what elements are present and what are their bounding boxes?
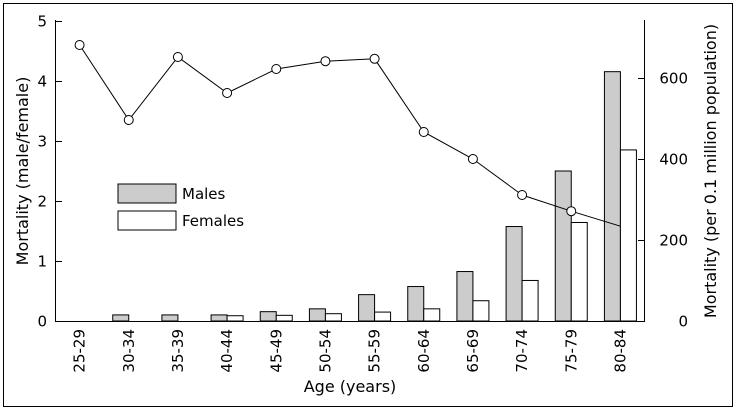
ratio-point bbox=[517, 190, 528, 200]
legend-swatch-females bbox=[117, 210, 177, 231]
legend-label-males: Males bbox=[182, 185, 226, 203]
bar-males bbox=[112, 314, 130, 322]
x-tick-label: 25-29 bbox=[71, 329, 89, 373]
bar-males bbox=[407, 286, 425, 322]
bar-females bbox=[275, 314, 293, 322]
ratio-point bbox=[222, 88, 233, 98]
legend-label-females: Females bbox=[182, 212, 244, 230]
bar-females bbox=[324, 313, 342, 322]
bar-males bbox=[554, 170, 572, 322]
x-tick-label: 45-49 bbox=[267, 329, 285, 373]
ratio-point bbox=[271, 64, 282, 74]
ratio-line bbox=[79, 44, 621, 227]
right-tick-label: 600 bbox=[659, 70, 688, 88]
legend: Males Females bbox=[117, 183, 244, 231]
ratio-series bbox=[74, 40, 621, 227]
right-tick-label: 0 bbox=[678, 313, 688, 331]
ratio-point bbox=[369, 53, 380, 64]
x-tick-label: 75-79 bbox=[562, 329, 580, 373]
left-tick-label: 2 bbox=[37, 193, 47, 211]
left-tick-label: 1 bbox=[37, 253, 47, 271]
bar-females bbox=[570, 221, 588, 322]
plot-axes bbox=[55, 20, 645, 322]
left-tick-label: 5 bbox=[37, 13, 47, 31]
bar-females bbox=[226, 315, 244, 322]
left-axis-title: Mortality (male/female) bbox=[13, 77, 32, 266]
ratio-point bbox=[467, 154, 478, 164]
x-tick-label: 55-59 bbox=[366, 329, 384, 373]
bar-females bbox=[619, 149, 637, 322]
right-tick-label: 400 bbox=[659, 151, 688, 169]
x-axis-title: Age (years) bbox=[304, 377, 397, 396]
left-tick-label: 3 bbox=[37, 133, 47, 151]
right-tick-label: 200 bbox=[659, 232, 688, 250]
bar-males bbox=[505, 226, 523, 322]
bar-males bbox=[308, 308, 326, 322]
bar-males bbox=[456, 271, 474, 322]
bar-males bbox=[210, 314, 228, 322]
right-axis-ticks: 0 200 400 600 bbox=[638, 70, 688, 331]
bar-males bbox=[603, 71, 621, 322]
bar-males bbox=[259, 311, 277, 322]
x-tick-label: 65-69 bbox=[464, 329, 482, 373]
left-tick-label: 4 bbox=[37, 73, 47, 91]
bar-females bbox=[521, 279, 539, 322]
bar-females bbox=[374, 311, 392, 322]
bar-males bbox=[358, 294, 376, 322]
ratio-point bbox=[320, 56, 331, 67]
bar-females bbox=[472, 300, 490, 322]
ratio-point bbox=[74, 40, 85, 50]
x-tick-label: 70-74 bbox=[513, 329, 531, 373]
x-tick-label: 50-54 bbox=[316, 329, 334, 373]
bar-series bbox=[112, 71, 637, 322]
left-axis-ticks: 0 1 2 3 4 5 bbox=[37, 13, 62, 331]
x-tick-label: 80-84 bbox=[611, 329, 629, 373]
x-tick-label: 60-64 bbox=[415, 329, 433, 373]
x-tick-label: 30-34 bbox=[120, 329, 138, 373]
ratio-point bbox=[172, 52, 183, 62]
ratio-point bbox=[566, 206, 577, 217]
right-axis-title: Mortality (per 0.1 million population) bbox=[701, 24, 720, 318]
left-tick-label: 0 bbox=[37, 313, 47, 331]
bar-females bbox=[423, 308, 441, 322]
bar-males bbox=[161, 314, 179, 322]
legend-swatch-males bbox=[117, 183, 177, 204]
x-axis-ticks: 25-29 30-34 35-39 40-44 45-49 50-54 55-59 60-64… bbox=[71, 329, 630, 373]
ratio-point bbox=[123, 115, 134, 125]
x-tick-label: 40-44 bbox=[218, 329, 236, 373]
ratio-point bbox=[418, 127, 429, 137]
x-tick-label: 35-39 bbox=[169, 329, 187, 373]
